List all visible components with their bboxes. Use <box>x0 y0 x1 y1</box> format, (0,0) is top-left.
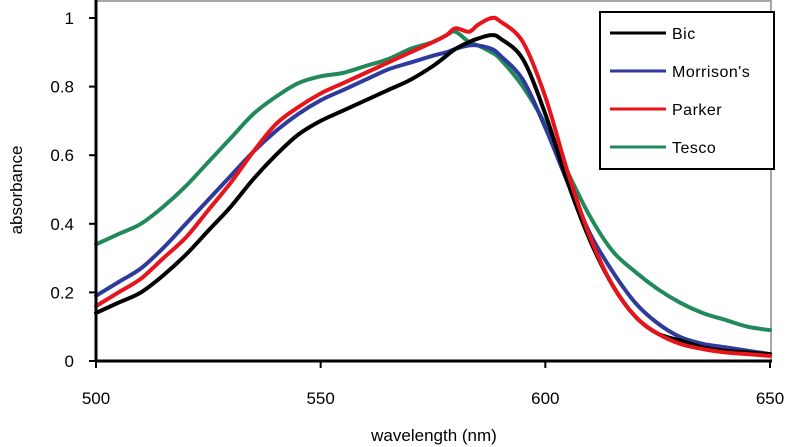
x-tick-label: 650 <box>756 389 784 408</box>
legend-label: Bic <box>672 26 696 43</box>
x-tick-label: 500 <box>82 389 110 408</box>
x-tick-label: 600 <box>531 389 559 408</box>
tick-layer: 500 550 600 650 0 0.2 0.4 0.6 0.8 1 <box>50 9 784 408</box>
x-axis-title: wavelength (nm) <box>370 426 497 445</box>
legend-label: Morrison's <box>672 64 750 81</box>
legend-box <box>599 11 775 170</box>
y-tick-label: 0.8 <box>50 78 74 97</box>
legend-label: Parker <box>672 102 722 119</box>
legend-label: Tesco <box>672 140 716 157</box>
y-axis-title: absorbance <box>7 146 26 235</box>
y-tick-label: 1 <box>65 9 74 28</box>
x-tick-label: 550 <box>306 389 334 408</box>
legend: Bic Morrison's Parker Tesco <box>599 11 775 170</box>
y-tick-label: 0.4 <box>50 215 74 234</box>
y-tick-label: 0.6 <box>50 146 74 165</box>
series-line-parker <box>94 15 772 358</box>
y-tick-label: 0 <box>65 352 74 371</box>
series-layer <box>94 15 772 358</box>
y-tick-label: 0.2 <box>50 283 74 302</box>
